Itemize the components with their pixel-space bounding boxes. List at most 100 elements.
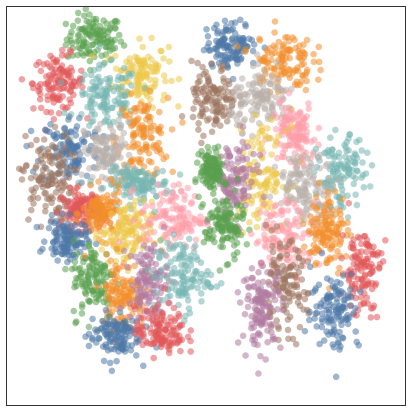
scatter-point-blue [335,291,343,298]
scatter-point-pink [159,197,167,204]
scatter-point-brown [25,216,32,223]
scatter-point-yellow [112,65,120,72]
scatter-point-green [86,264,94,271]
scatter-point-brown [283,251,291,258]
scatter-point-teal [110,118,117,126]
scatter-point-pink [163,230,171,237]
scatter-point-gray [120,129,127,137]
scatter-point-orange [87,181,95,189]
scatter-point-yellow [134,57,141,65]
scatter-point-purple [279,306,287,314]
scatter-point-purple [242,352,249,359]
scatter-point-teal [344,192,351,199]
scatter-point-orange [285,65,292,73]
scatter-point-blue [347,302,355,309]
scatter-point-yellow [273,170,280,178]
scatter-point-orange [153,142,160,149]
scatter-point-purple [264,269,271,276]
scatter-point-pink [299,132,306,140]
scatter-point-pink [163,234,171,242]
scatter-point-green [210,233,217,240]
scatter-point-teal [120,64,128,72]
scatter-point-brown [213,99,220,107]
scatter-point-blue [102,330,109,338]
scatter-point-yellow [168,77,175,85]
scatter-point-teal [86,122,93,129]
scatter-point-blue [100,357,108,365]
scatter-point-blue [58,210,66,218]
scatter-point-green [70,307,78,315]
scatter-point-teal [113,164,120,171]
scatter-point-pink [136,235,144,243]
scatter-point-purple [124,264,131,271]
scatter-point-pink [311,136,318,144]
scatter-point-pink [272,201,280,209]
scatter-point-teal [176,241,184,248]
scatter-point-teal [105,78,112,86]
scatter-point-green [101,262,108,270]
scatter-point-gray [267,99,275,107]
scatter-point-gray [302,187,309,194]
scatter-point-red [368,285,376,293]
scatter-point-orange [233,43,241,50]
scatter-point-orange [264,49,272,56]
scatter-point-red [364,242,372,249]
scatter-point-gray [268,73,276,80]
scatter-point-green [202,179,209,187]
scatter-point-orange [129,144,137,151]
scatter-point-orange [86,218,93,225]
scatter-point-blue [82,232,89,240]
scatter-point-pink [168,194,175,201]
scatter-point-pink [282,104,290,112]
scatter-point-teal [345,165,353,172]
scatter-point-blue [118,345,126,353]
scatter-point-blue [120,337,128,344]
scatter-point-brown [217,85,224,92]
scatter-point-gray [286,180,293,187]
scatter-point-brown [51,123,59,131]
scatter-point-green [78,303,86,311]
scatter-point-brown [285,335,292,343]
scatter-point-green [211,144,218,152]
scatter-point-green [195,151,202,158]
scatter-point-pink [274,154,281,162]
scatter-point-orange [284,33,291,41]
scatter-point-gray [292,171,300,178]
scatter-point-teal [343,147,350,155]
scatter-point-yellow [268,151,276,158]
scatter-point-blue [57,240,64,248]
scatter-point-gray [322,182,329,189]
scatter-point-blue [46,128,53,136]
scatter-point-brown [213,90,221,97]
scatter-point-orange [322,201,329,208]
scatter-point-green [195,193,202,201]
scatter-point-yellow [264,125,271,132]
scatter-point-gray [107,124,114,131]
scatter-point-gray [125,151,133,159]
scatter-point-pink [146,236,153,243]
scatter-point-green [100,36,107,43]
scatter-point-blue [228,20,235,27]
scatter-point-brown [200,70,207,78]
scatter-point-teal [352,159,359,166]
scatter-point-purple [259,315,267,323]
scatter-point-blue [333,332,341,340]
scatter-point-green [73,318,80,325]
scatter-point-blue [61,222,68,230]
scatter-point-red [65,73,72,81]
scatter-point-teal [358,147,366,154]
scatter-point-green [88,255,96,263]
scatter-point-brown [178,113,186,120]
scatter-point-yellow [108,210,115,217]
scatter-point-red [162,334,169,341]
scatter-point-teal [61,109,68,117]
scatter-point-yellow [283,127,290,134]
scatter-point-pink [175,181,183,188]
scatter-point-yellow [157,47,164,55]
scatter-point-orange [142,141,150,148]
scatter-point-gray [248,98,255,106]
scatter-point-orange [271,65,278,72]
scatter-point-blue [339,316,346,323]
scatter-point-green [217,243,224,250]
